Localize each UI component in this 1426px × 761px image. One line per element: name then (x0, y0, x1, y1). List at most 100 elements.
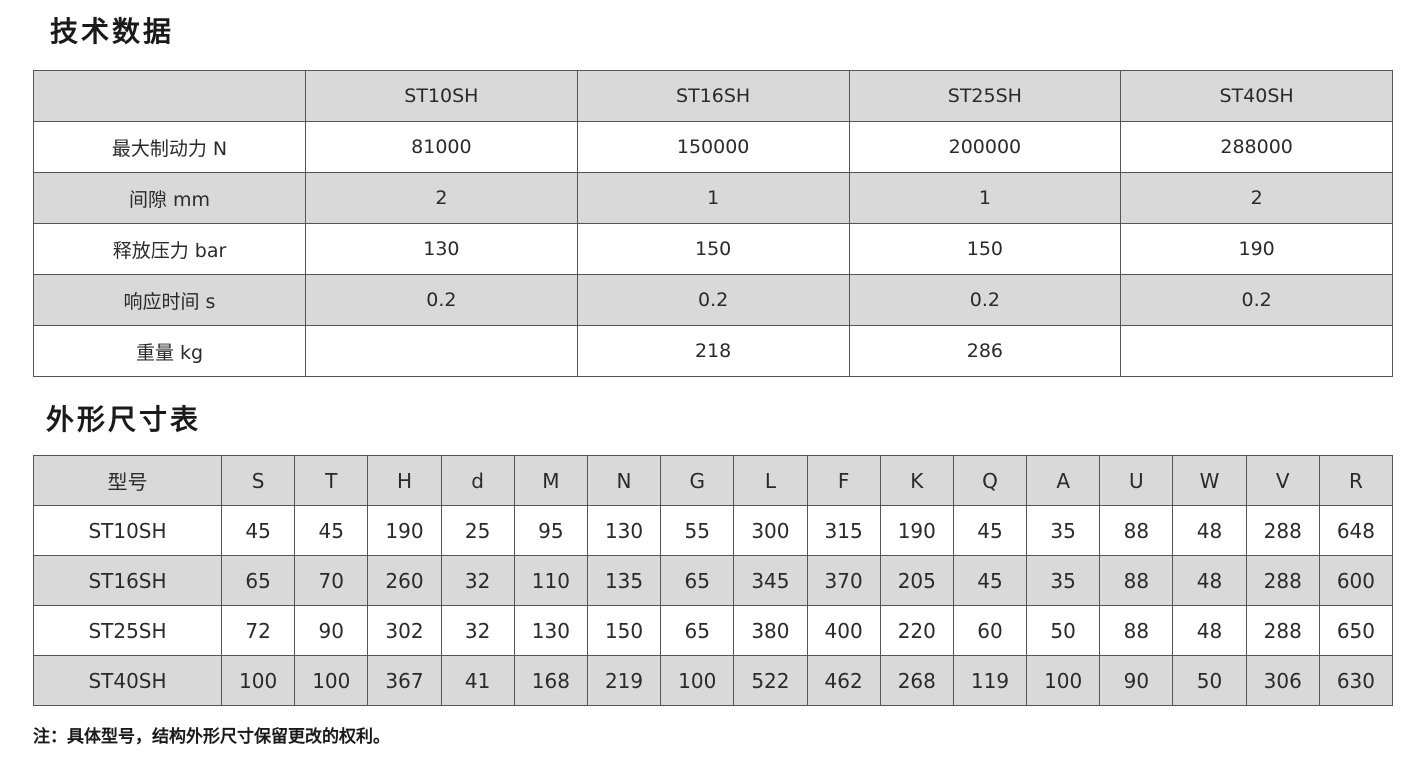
table-cell: 90 (1099, 655, 1174, 706)
technical-data-table: ST10SH ST16SH ST25SH ST40SH 最大制动力 N 81000 1500… (33, 70, 1393, 377)
table-cell: 45 (220, 505, 296, 556)
table-row: ST10SH 45 45 190 25 95 130 55 300 315 190 45 35 88 48 2… (33, 505, 1394, 556)
table-header-row: ST10SH ST16SH ST25SH ST40SH (33, 70, 1393, 122)
table-cell: 35 (1026, 555, 1101, 606)
table-cell: 630 (1318, 655, 1394, 706)
row-label-cell: ST10SH (33, 505, 222, 556)
table-cell: 88 (1099, 605, 1174, 656)
table-cell: 205 (879, 555, 954, 606)
table-cell: 65 (220, 555, 296, 606)
table-cell: 200000 (848, 121, 1122, 173)
table-cell: 90 (294, 605, 369, 656)
table-cell: 41 (440, 655, 515, 706)
header-cell: L (733, 455, 808, 506)
header-cell: U (1099, 455, 1174, 506)
header-cell: S (220, 455, 296, 506)
table-cell: 45 (952, 505, 1028, 556)
header-cell: ST40SH (1120, 70, 1393, 122)
table-cell: 219 (586, 655, 662, 706)
header-cell: G (660, 455, 735, 506)
table-cell: 367 (367, 655, 442, 706)
table-cell: 306 (1245, 655, 1320, 706)
table-cell: 48 (1172, 505, 1247, 556)
table-cell: 50 (1172, 655, 1247, 706)
header-cell: A (1026, 455, 1101, 506)
spec-title: 技术数据 (50, 15, 175, 48)
table-cell: 260 (367, 555, 442, 606)
table-row: 响应时间 s 0.2 0.2 0.2 0.2 (33, 274, 1393, 326)
table-cell: 288000 (1120, 121, 1393, 173)
table-cell: 400 (806, 605, 881, 656)
table-cell: 25 (440, 505, 515, 556)
table-cell: 190 (879, 505, 954, 556)
table-cell: 288 (1245, 555, 1320, 606)
table-cell: 100 (1026, 655, 1101, 706)
table-cell: 150000 (576, 121, 850, 173)
table-cell: 190 (1120, 223, 1393, 275)
table-cell: 55 (660, 505, 735, 556)
table-cell: 130 (305, 223, 578, 275)
table-row: ST16SH 65 70 260 32 110 135 65 345 370 205 45 35 88 48… (33, 555, 1394, 606)
table-cell: 100 (220, 655, 296, 706)
table-cell: 135 (586, 555, 662, 606)
header-cell: R (1318, 455, 1394, 506)
table-cell: 32 (440, 605, 515, 656)
table-cell: 220 (879, 605, 954, 656)
table-cell: 268 (879, 655, 954, 706)
table-cell: 315 (806, 505, 881, 556)
header-cell: d (440, 455, 515, 506)
header-cell: ST25SH (848, 70, 1122, 122)
row-label-cell: 最大制动力 N (33, 121, 306, 173)
table-cell: 218 (576, 325, 850, 377)
table-row: ST25SH 72 90 302 32 130 150 65 380 400 220 60 50 88 48… (33, 605, 1394, 656)
row-label-cell: 重量 kg (33, 325, 306, 377)
table-cell: 81000 (305, 121, 578, 173)
table-row: 最大制动力 N 81000 150000 200000 288000 (33, 121, 1393, 173)
table-cell: 190 (367, 505, 442, 556)
table-cell: 0.2 (305, 274, 578, 326)
header-cell: ST10SH (305, 70, 578, 122)
table-cell: 95 (513, 505, 588, 556)
header-cell: ST16SH (576, 70, 850, 122)
table-cell: 50 (1026, 605, 1101, 656)
table-cell: 100 (294, 655, 369, 706)
table-cell: 150 (848, 223, 1122, 275)
table-cell: 168 (513, 655, 588, 706)
table-cell: 1 (576, 172, 850, 224)
table-cell: 288 (1245, 505, 1320, 556)
table-cell: 1 (848, 172, 1122, 224)
table-cell: 48 (1172, 555, 1247, 606)
header-cell: F (806, 455, 881, 506)
table-cell: 130 (513, 605, 588, 656)
table-cell: 0.2 (1120, 274, 1393, 326)
table-cell: 65 (660, 605, 735, 656)
table-cell: 286 (848, 325, 1122, 377)
table-cell: 345 (733, 555, 808, 606)
table-cell: 462 (806, 655, 881, 706)
table-cell: 2 (305, 172, 578, 224)
header-cell: 型号 (33, 455, 222, 506)
dimensions-title: 外形尺寸表 (46, 403, 202, 436)
table-row: 重量 kg 218 286 (33, 325, 1393, 377)
table-cell: 650 (1318, 605, 1394, 656)
table-row: 间隙 mm 2 1 1 2 (33, 172, 1393, 224)
table-cell: 150 (586, 605, 662, 656)
header-cell: V (1245, 455, 1320, 506)
table-cell: 300 (733, 505, 808, 556)
row-label-cell: 间隙 mm (33, 172, 306, 224)
header-cell (33, 70, 306, 122)
header-cell: N (586, 455, 662, 506)
table-cell: 72 (220, 605, 296, 656)
table-cell: 88 (1099, 555, 1174, 606)
table-cell: 522 (733, 655, 808, 706)
table-cell: 100 (660, 655, 735, 706)
row-label-cell: ST40SH (33, 655, 222, 706)
table-cell: 0.2 (848, 274, 1122, 326)
table-cell: 370 (806, 555, 881, 606)
table-cell: 35 (1026, 505, 1101, 556)
row-label-cell: ST25SH (33, 605, 222, 656)
table-cell (305, 325, 578, 377)
table-cell: 60 (952, 605, 1028, 656)
